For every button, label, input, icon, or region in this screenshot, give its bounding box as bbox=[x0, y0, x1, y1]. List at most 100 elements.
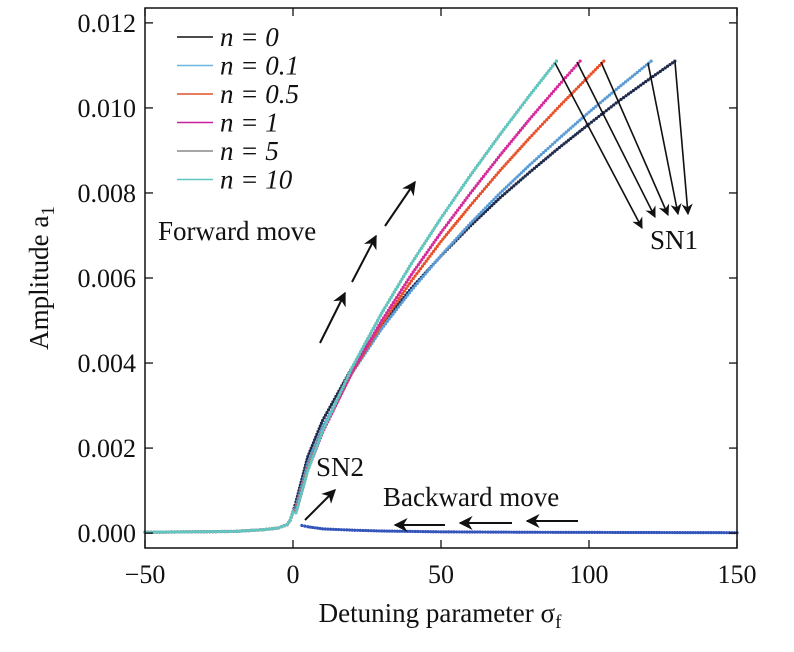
series-point-n10 bbox=[345, 376, 349, 380]
lower-branch-point bbox=[577, 530, 581, 534]
sn2-arrow bbox=[304, 489, 336, 521]
series-point-n10 bbox=[474, 166, 478, 170]
series-point-n10 bbox=[326, 418, 330, 422]
lower-branch-point bbox=[413, 529, 417, 534]
series-point-n10 bbox=[515, 110, 519, 114]
series-point-n05 bbox=[510, 155, 514, 159]
lower-branch-point bbox=[548, 530, 553, 534]
series-point-n10 bbox=[398, 280, 403, 284]
series-point-n01 bbox=[526, 165, 530, 169]
series-point-n0 bbox=[569, 136, 573, 141]
series-point-n1 bbox=[452, 213, 456, 217]
left-branch-point bbox=[208, 530, 212, 534]
series-point-n01 bbox=[621, 82, 625, 86]
series-point-n10 bbox=[314, 446, 318, 450]
series-point-n0 bbox=[576, 131, 580, 135]
series-point-n10 bbox=[455, 193, 459, 197]
series-point-n0 bbox=[562, 142, 566, 146]
series-point-n10 bbox=[469, 173, 473, 177]
series-point-n1 bbox=[416, 263, 420, 267]
series-point-n1 bbox=[441, 228, 445, 232]
series-point-n10 bbox=[403, 272, 407, 276]
series-point-n10 bbox=[549, 66, 553, 71]
series-point-n10 bbox=[481, 156, 485, 160]
series-point-n10 bbox=[312, 451, 316, 456]
series-point-n1 bbox=[518, 128, 523, 132]
legend-label: n = 1 bbox=[220, 108, 279, 138]
legend: n = 0n = 0.1n = 0.5n = 1n = 5n = 10 bbox=[177, 22, 299, 195]
series-point-n10 bbox=[366, 337, 370, 341]
series-point-n05 bbox=[413, 274, 417, 278]
lower-branch-point bbox=[462, 530, 467, 534]
series-point-n10 bbox=[467, 176, 471, 180]
lower-branch-point bbox=[342, 528, 346, 532]
series-point-n10 bbox=[554, 59, 559, 63]
series-point-n10 bbox=[354, 357, 359, 362]
lower-branch-point bbox=[704, 531, 708, 535]
series-point-n10 bbox=[456, 191, 461, 195]
left-branch-point bbox=[289, 515, 293, 520]
lower-branch-point bbox=[502, 530, 506, 534]
series-point-n10 bbox=[380, 311, 384, 315]
series-point-n1 bbox=[472, 186, 476, 190]
series-point-n01 bbox=[578, 118, 582, 122]
series-point-n10 bbox=[491, 142, 495, 146]
series-point-n05 bbox=[417, 269, 421, 273]
lower-branch-point bbox=[455, 530, 459, 534]
series-point-n1 bbox=[362, 349, 366, 353]
left-branch-point bbox=[161, 530, 165, 534]
left-branch-point bbox=[202, 530, 206, 534]
series-point-n10 bbox=[311, 454, 315, 458]
left-branch-point bbox=[164, 530, 168, 534]
lower-branch-point bbox=[543, 530, 547, 534]
lower-branch-point bbox=[709, 531, 713, 535]
series-point-n1 bbox=[502, 149, 506, 153]
series-point-n10 bbox=[532, 88, 536, 92]
series-point-n10 bbox=[408, 264, 412, 268]
series-point-n10 bbox=[392, 290, 396, 294]
series-point-n01 bbox=[539, 152, 543, 157]
series-point-n05 bbox=[502, 164, 506, 168]
series-point-n05 bbox=[461, 212, 465, 216]
series-point-n10 bbox=[335, 398, 339, 403]
series-point-n1 bbox=[368, 339, 372, 343]
series-point-n01 bbox=[541, 150, 546, 155]
y-axis-label: Amplitude a1 bbox=[24, 206, 59, 350]
series-point-n10 bbox=[373, 324, 377, 328]
series-point-n05 bbox=[408, 281, 412, 286]
series-point-n10 bbox=[526, 96, 530, 100]
lower-branch-point bbox=[306, 525, 310, 529]
series-point-n10 bbox=[441, 213, 445, 218]
series-point-n0 bbox=[644, 80, 648, 84]
series-point-n01 bbox=[433, 260, 437, 265]
series-point-n1 bbox=[448, 218, 452, 222]
series-point-n05 bbox=[411, 276, 415, 281]
series-point-n1 bbox=[446, 221, 450, 225]
series-point-n10 bbox=[364, 339, 368, 343]
series-point-n05 bbox=[459, 214, 463, 219]
left-branch-point bbox=[217, 529, 221, 534]
lower-branch-point bbox=[556, 530, 560, 534]
series-point-n10 bbox=[331, 407, 335, 411]
series-point-n10 bbox=[437, 218, 441, 223]
series-point-n1 bbox=[470, 188, 475, 193]
series-point-n01 bbox=[642, 65, 646, 69]
lower-branch-point bbox=[416, 529, 420, 534]
series-point-n01 bbox=[441, 251, 445, 255]
series-point-n05 bbox=[564, 98, 568, 102]
series-point-n01 bbox=[485, 204, 490, 208]
lower-branch-point bbox=[334, 527, 338, 532]
lower-branch-point bbox=[598, 530, 602, 535]
series-point-n0 bbox=[500, 194, 505, 198]
series-point-n05 bbox=[465, 208, 469, 212]
series-point-n1 bbox=[480, 177, 484, 181]
lower-branch-point bbox=[587, 530, 591, 534]
lower-branch-point bbox=[569, 530, 573, 534]
series-point-n10 bbox=[446, 206, 450, 210]
left-branch-point bbox=[199, 530, 203, 534]
series-point-n0 bbox=[329, 402, 334, 407]
lower-branch-point bbox=[517, 530, 521, 534]
left-branch-point bbox=[273, 526, 277, 530]
series-point-n10 bbox=[346, 374, 350, 378]
series-point-n1 bbox=[555, 85, 560, 89]
